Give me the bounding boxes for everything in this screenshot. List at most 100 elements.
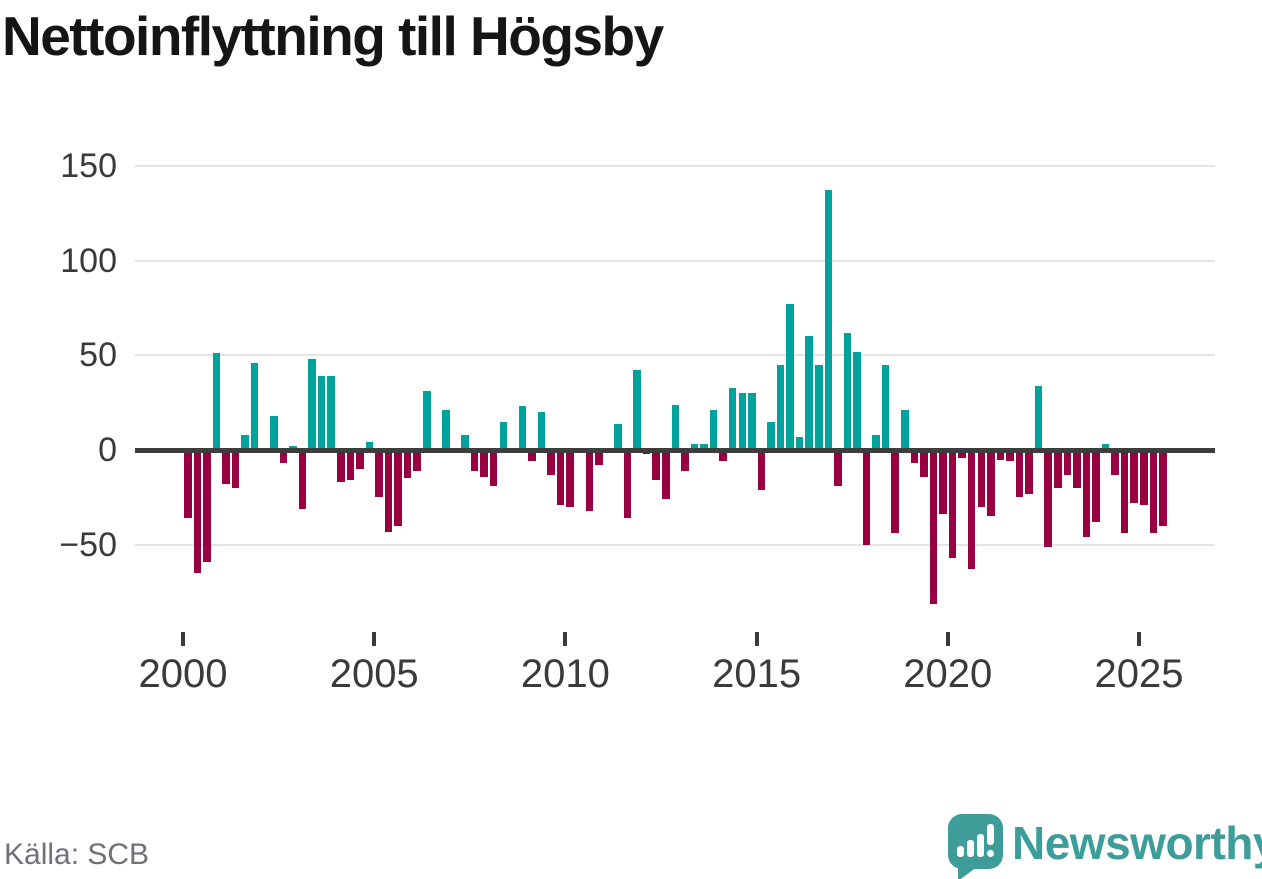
data-bar	[862, 450, 871, 545]
logo-bar-icon	[967, 840, 974, 857]
data-bar	[547, 450, 555, 475]
source-caption: Källa: SCB	[4, 838, 150, 871]
x-axis-tick-mark	[1137, 632, 1141, 646]
data-bar	[442, 410, 450, 450]
data-bar	[853, 351, 861, 450]
logo-exclamation-icon	[987, 824, 994, 845]
data-bar	[499, 421, 508, 450]
zero-axis-line	[135, 447, 1215, 453]
data-bar	[212, 353, 221, 450]
data-bar	[1120, 450, 1129, 534]
data-bar	[1063, 450, 1072, 475]
data-bar	[1015, 450, 1024, 498]
logo-bar-icon	[957, 846, 964, 857]
x-axis-tick-label: 2025	[1094, 652, 1184, 696]
y-axis-tick-label: 50	[79, 336, 117, 375]
data-bar	[700, 444, 708, 450]
data-bar	[795, 436, 804, 450]
data-bar	[528, 450, 536, 462]
data-bar	[317, 376, 326, 450]
newsworthy-logo-text: Newsworthy	[1012, 817, 1262, 869]
data-bar	[470, 450, 479, 471]
x-axis-tick-label: 2005	[329, 652, 419, 696]
data-bar	[556, 450, 565, 505]
x-axis-tick-label: 2015	[712, 652, 802, 696]
data-bar	[1159, 450, 1167, 526]
data-bar	[1082, 450, 1091, 538]
x-axis-tick-label: 2020	[903, 652, 993, 696]
data-bar	[881, 364, 890, 450]
data-bar	[996, 450, 1005, 460]
y-axis-tick-label: 0	[98, 431, 117, 469]
data-bar	[939, 450, 947, 515]
data-bar	[222, 450, 230, 485]
x-axis-tick-mark	[945, 632, 950, 646]
data-bar	[786, 304, 794, 450]
data-bar	[298, 450, 307, 509]
data-bar	[929, 450, 938, 604]
data-bar	[250, 362, 259, 450]
data-bar	[1073, 450, 1081, 488]
data-bar	[1054, 450, 1062, 488]
data-bar	[690, 444, 699, 450]
data-bar	[967, 450, 976, 570]
data-bar	[394, 450, 402, 526]
x-axis-tick-mark	[181, 632, 185, 646]
data-bar	[843, 332, 852, 450]
data-bar	[346, 450, 355, 481]
data-bar	[977, 450, 986, 507]
data-bar	[681, 450, 689, 471]
data-bar	[279, 450, 288, 464]
y-gridline	[135, 259, 1215, 262]
data-bar	[413, 450, 421, 471]
y-gridline	[135, 164, 1215, 167]
data-bar	[738, 393, 747, 450]
data-bar	[537, 412, 546, 450]
data-bar	[1130, 450, 1138, 504]
data-bar	[566, 450, 574, 507]
data-bar	[709, 410, 718, 450]
x-axis-tick-mark	[372, 632, 377, 646]
data-bar	[193, 450, 202, 574]
data-bar	[662, 450, 670, 500]
data-bar	[489, 450, 498, 486]
data-bar	[423, 391, 431, 450]
data-bar	[585, 450, 594, 511]
data-bar	[518, 406, 527, 450]
data-bar	[805, 336, 813, 450]
data-bar	[815, 364, 823, 450]
data-bar	[1044, 450, 1052, 547]
data-bar	[1149, 450, 1158, 534]
data-bar	[757, 450, 766, 490]
newsworthy-bar-chart-speech-bubble-icon	[948, 814, 1003, 869]
data-bar	[480, 450, 488, 477]
data-bar	[623, 450, 632, 519]
newsworthy-logo: Newsworthy	[948, 812, 1262, 879]
y-axis-tick-label: 100	[60, 241, 117, 280]
y-axis-tick-label: −50	[59, 525, 117, 564]
data-bar	[1111, 450, 1119, 475]
data-bar	[308, 359, 316, 450]
data-bar	[910, 450, 919, 464]
data-bar	[834, 450, 842, 486]
x-axis-tick-mark	[563, 632, 568, 646]
data-bar	[920, 450, 928, 477]
data-bar	[958, 450, 966, 458]
data-bar	[891, 450, 899, 534]
data-bar	[719, 450, 727, 462]
data-bar	[824, 190, 833, 450]
data-bar	[614, 423, 622, 450]
data-bar	[595, 450, 603, 466]
data-bar	[1025, 450, 1033, 494]
data-bar	[365, 442, 374, 450]
x-axis-tick-mark	[754, 632, 759, 646]
data-bar	[1034, 385, 1043, 450]
data-bar	[671, 404, 680, 450]
data-bar	[1140, 450, 1148, 505]
data-bar	[748, 393, 756, 450]
y-axis-tick-label: 150	[60, 146, 117, 185]
y-gridline	[135, 354, 1215, 357]
logo-bar-icon	[977, 834, 984, 857]
data-bar	[1006, 450, 1014, 462]
